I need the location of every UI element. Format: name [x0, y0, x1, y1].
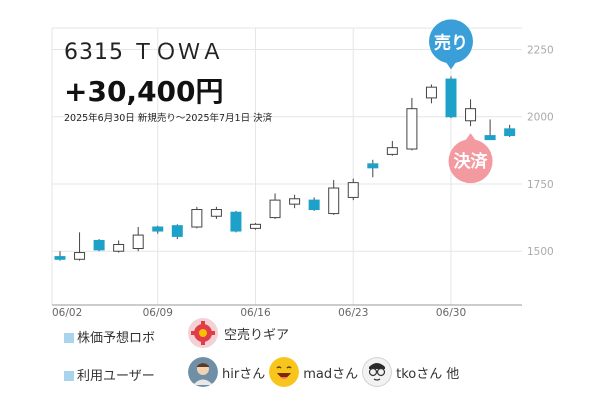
- candle-body-up: [425, 86, 437, 99]
- settle-marker: 決済: [448, 133, 493, 184]
- candle: [230, 210, 242, 233]
- candle: [269, 193, 281, 219]
- y-tick-label: 2000: [527, 112, 554, 124]
- user-list: hirさん madさん tkoさん 他: [188, 356, 459, 388]
- glasses-face-avatar-icon: [362, 357, 393, 387]
- laughing-face-avatar-icon: [269, 357, 300, 387]
- settle-marker-label: 決済: [454, 151, 489, 172]
- user-name: tkoさん: [396, 366, 443, 382]
- candle-body-up: [74, 252, 86, 260]
- candle: [308, 197, 320, 211]
- x-tick-label: 06/02: [52, 307, 82, 319]
- candle: [367, 159, 379, 178]
- settle-marker-bubble: [448, 139, 493, 184]
- user-name: hirさん: [222, 366, 266, 382]
- candle-body-down: [367, 163, 379, 169]
- candle-body-up: [289, 198, 301, 205]
- legend-users: 利用ユーザー: [64, 365, 155, 384]
- candle: [171, 224, 183, 240]
- candle-body-up: [328, 187, 340, 215]
- person-avatar-icon: [188, 357, 218, 387]
- short-gear-icon: [188, 318, 218, 348]
- candle: [504, 124, 516, 137]
- sell-marker-pointer: [444, 59, 458, 70]
- candle: [484, 119, 496, 141]
- legend-square-icon: [64, 333, 74, 343]
- candle-body-down: [93, 239, 105, 251]
- candle: [425, 84, 437, 104]
- candle: [132, 227, 144, 252]
- candle-body-up: [269, 199, 281, 219]
- candle-body-down: [230, 211, 242, 232]
- candle: [113, 240, 125, 253]
- candle: [328, 179, 340, 215]
- candle: [289, 194, 301, 209]
- candle-body-up: [191, 209, 203, 228]
- candle-body-down: [484, 135, 496, 141]
- sell-marker-bubble: [429, 19, 473, 64]
- y-tick-label: 1500: [527, 246, 554, 258]
- candle-body-down: [445, 78, 457, 118]
- legend-robot-label: 株価予想ロボ: [77, 331, 156, 346]
- candle-body-up: [347, 182, 359, 198]
- legend-square-icon: [64, 371, 74, 381]
- candle-body-down: [504, 128, 516, 137]
- candle: [445, 76, 457, 119]
- candle-body-down: [152, 226, 164, 232]
- candle: [152, 225, 164, 234]
- candle: [386, 140, 398, 156]
- x-tick-label: 06/16: [240, 307, 271, 319]
- candle-body-down: [308, 199, 320, 211]
- legend-robot: 株価予想ロボ: [64, 327, 155, 346]
- user-item[interactable]: hirさん: [188, 357, 265, 387]
- legend-user-label: 利用ユーザー: [77, 369, 155, 384]
- candle-body-up: [113, 243, 125, 252]
- candle: [210, 206, 222, 219]
- x-tick-label: 06/23: [338, 307, 368, 319]
- candle: [347, 178, 359, 201]
- candles: [54, 76, 516, 261]
- tool-name: 空売りギア: [224, 327, 290, 343]
- user-item[interactable]: madさん: [269, 357, 358, 387]
- candle-body-up: [406, 108, 418, 150]
- trade-period: 2025年6月30日 新規売り～2025年7月1日 決済: [64, 113, 273, 124]
- candle-body-up: [132, 234, 144, 250]
- candle: [191, 206, 203, 229]
- candle: [93, 239, 105, 252]
- candle-body-down: [171, 225, 183, 237]
- sell-marker-label: 売り: [434, 32, 468, 53]
- candle-body-up: [250, 223, 261, 229]
- y-tick-label: 1750: [527, 179, 554, 191]
- candle: [465, 99, 477, 127]
- y-tick-label: 2250: [527, 45, 554, 57]
- candle: [54, 251, 66, 261]
- profit-amount: +30,400円: [64, 75, 224, 108]
- candle: [74, 232, 86, 261]
- x-tick-label: 06/09: [143, 307, 173, 319]
- user-name: madさん: [303, 366, 359, 382]
- candle-body-up: [465, 108, 477, 122]
- sell-marker: 売り: [429, 19, 473, 70]
- stock-title: 6315 ＴＯＷＡ: [64, 40, 224, 65]
- candle-body-up: [386, 147, 398, 155]
- others-label: 他: [446, 366, 460, 382]
- candle-body-down: [54, 256, 66, 260]
- candle-body-up: [210, 209, 222, 217]
- candle: [406, 97, 418, 151]
- candle: [250, 222, 261, 230]
- x-tick-label: 06/30: [436, 307, 466, 319]
- tool-item[interactable]: 空売りギア: [188, 318, 289, 348]
- user-item[interactable]: tkoさん: [362, 357, 442, 387]
